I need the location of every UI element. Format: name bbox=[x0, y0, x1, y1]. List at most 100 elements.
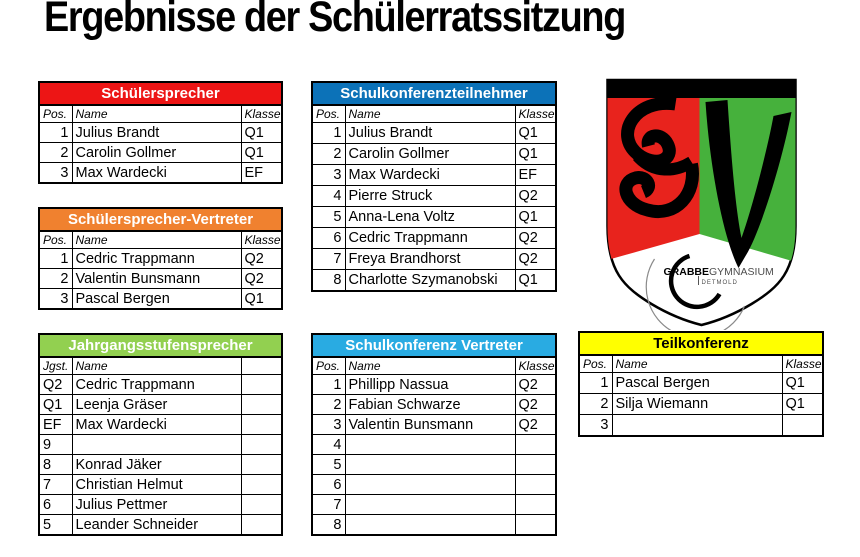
shield-logo-graphic: GRABBEGYMNASIUM DETMOLD bbox=[606, 78, 797, 339]
cell-pos: 9 bbox=[38, 434, 73, 455]
cell-name: Cedric Trappmann bbox=[71, 374, 242, 395]
column-header-pos: Pos. bbox=[311, 104, 346, 123]
column-header-name: Name bbox=[344, 104, 516, 123]
cell-klasse bbox=[240, 434, 283, 455]
table-row: 9 bbox=[38, 434, 283, 455]
cell-klasse: Q1 bbox=[514, 122, 557, 144]
column-header-row: Pos. Name Klasse bbox=[311, 356, 557, 375]
cell-name bbox=[344, 434, 516, 455]
cell-pos: 3 bbox=[578, 414, 613, 437]
cell-pos: 3 bbox=[311, 414, 346, 435]
column-header-row: Pos. Name Klasse bbox=[38, 230, 283, 249]
column-header-klasse: Klasse bbox=[240, 104, 283, 123]
logo-city: DETMOLD bbox=[702, 280, 738, 286]
cell-name: Julius Brandt bbox=[71, 122, 242, 143]
cell-name bbox=[344, 454, 516, 475]
cell-klasse bbox=[240, 494, 283, 515]
table-row: 2 Carolin Gollmer Q1 bbox=[311, 143, 557, 165]
column-header-name: Name bbox=[344, 356, 516, 375]
cell-pos: 1 bbox=[38, 122, 73, 143]
cell-klasse: Q1 bbox=[240, 122, 283, 143]
cell-klasse: EF bbox=[240, 162, 283, 184]
cell-klasse: Q1 bbox=[514, 143, 557, 165]
table-row: 3 Valentin Bunsmann Q2 bbox=[311, 414, 557, 435]
cell-pos: 7 bbox=[38, 474, 73, 495]
table-row: Q1 Leenja Gräser bbox=[38, 394, 283, 415]
cell-name bbox=[611, 414, 783, 437]
logo-thick-arc bbox=[668, 253, 722, 310]
cell-klasse: Q1 bbox=[514, 206, 557, 228]
cell-klasse: Q2 bbox=[514, 414, 557, 435]
cell-name: Anna-Lena Voltz bbox=[344, 206, 516, 228]
table-row: 6 bbox=[311, 474, 557, 495]
table-row: Q2 Cedric Trappmann bbox=[38, 374, 283, 395]
cell-pos: 7 bbox=[311, 494, 346, 515]
table-row: 7 Freya Brandhorst Q2 bbox=[311, 248, 557, 270]
table-row: 1 Phillipp Nassua Q2 bbox=[311, 374, 557, 395]
cell-name: Charlotte Szymanobski bbox=[344, 269, 516, 292]
column-header-name: Name bbox=[71, 356, 242, 375]
table-row: 1 Julius Brandt Q1 bbox=[311, 122, 557, 144]
cell-name: Silja Wiemann bbox=[611, 393, 783, 415]
cell-klasse: Q1 bbox=[781, 393, 824, 415]
table-row: 8 bbox=[311, 514, 557, 536]
cell-name: Carolin Gollmer bbox=[344, 143, 516, 165]
table-title: Jahrgangsstufensprecher bbox=[38, 333, 283, 358]
cell-name bbox=[344, 474, 516, 495]
column-header-pos: Jgst. bbox=[38, 356, 73, 375]
table-row: 1 Cedric Trappmann Q2 bbox=[38, 248, 283, 269]
table-title: Schulkonferenz Vertreter bbox=[311, 333, 557, 358]
table-row: 6 Cedric Trappmann Q2 bbox=[311, 227, 557, 249]
table-row: 6 Julius Pettmer bbox=[38, 494, 283, 515]
cell-pos: 1 bbox=[311, 122, 346, 144]
cell-klasse bbox=[240, 374, 283, 395]
table-teilkonferenz: Teilkonferenz Pos. Name Klasse 1 Pascal Berg… bbox=[578, 331, 824, 437]
cell-pos: 4 bbox=[311, 434, 346, 455]
cell-klasse bbox=[240, 414, 283, 435]
cell-name: Max Wardecki bbox=[344, 164, 516, 186]
column-header-klasse: Klasse bbox=[781, 354, 824, 373]
cell-pos: 6 bbox=[311, 474, 346, 495]
table-row: 4 Pierre Struck Q2 bbox=[311, 185, 557, 207]
cell-klasse: Q2 bbox=[514, 248, 557, 270]
column-header-pos: Pos. bbox=[311, 356, 346, 375]
table-schuelersprecher-vertreter: Schülersprecher-Vertreter Pos. Name Klasse… bbox=[38, 207, 283, 310]
table-row: 1 Julius Brandt Q1 bbox=[38, 122, 283, 143]
cell-name: Leenja Gräser bbox=[71, 394, 242, 415]
cell-klasse bbox=[514, 454, 557, 475]
cell-pos: 2 bbox=[311, 394, 346, 415]
table-jahrgangsstufensprecher: Jahrgangsstufensprecher Jgst. Name Q2 Cedri… bbox=[38, 333, 283, 536]
column-header-klasse: Klasse bbox=[240, 230, 283, 249]
table-row: 1 Pascal Bergen Q1 bbox=[578, 372, 824, 394]
cell-klasse: Q2 bbox=[514, 227, 557, 249]
cell-pos: 3 bbox=[38, 288, 73, 310]
cell-pos: 6 bbox=[311, 227, 346, 249]
shield-red-panel bbox=[607, 98, 700, 260]
column-header-klasse: Klasse bbox=[514, 356, 557, 375]
column-header-pos: Pos. bbox=[578, 354, 613, 373]
table-row: 3 Max Wardecki EF bbox=[38, 162, 283, 184]
cell-name: Christian Helmut bbox=[71, 474, 242, 495]
cell-name: Julius Pettmer bbox=[71, 494, 242, 515]
cell-pos: 2 bbox=[38, 268, 73, 289]
cell-name: Fabian Schwarze bbox=[344, 394, 516, 415]
table-row: EF Max Wardecki bbox=[38, 414, 283, 435]
cell-pos: 5 bbox=[311, 206, 346, 228]
cell-name: Valentin Bunsmann bbox=[344, 414, 516, 435]
column-header-row: Pos. Name Klasse bbox=[38, 104, 283, 123]
cell-pos: 1 bbox=[311, 374, 346, 395]
cell-pos: 8 bbox=[311, 514, 346, 536]
cell-pos: 4 bbox=[311, 185, 346, 207]
cell-pos: Q2 bbox=[38, 374, 73, 395]
cell-klasse bbox=[514, 474, 557, 495]
table-title: Schülersprecher-Vertreter bbox=[38, 207, 283, 232]
cell-klasse: Q2 bbox=[240, 268, 283, 289]
cell-pos: EF bbox=[38, 414, 73, 435]
cell-name bbox=[71, 434, 242, 455]
table-row: 5 bbox=[311, 454, 557, 475]
cell-name: Julius Brandt bbox=[344, 122, 516, 144]
cell-klasse bbox=[781, 414, 824, 437]
table-title: Teilkonferenz bbox=[578, 331, 824, 356]
cell-klasse: Q1 bbox=[240, 288, 283, 310]
